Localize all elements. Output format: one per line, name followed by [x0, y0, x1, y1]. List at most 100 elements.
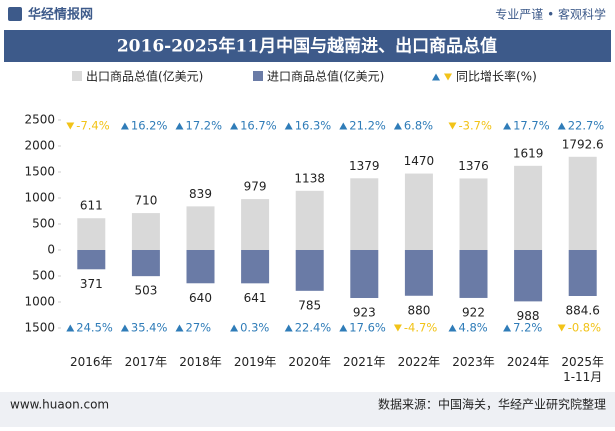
y-tick-label: 500	[32, 269, 55, 283]
growth-label: 16.2%	[131, 119, 168, 133]
bar	[131, 250, 160, 277]
x-tick-label-line: 2025年	[561, 355, 604, 369]
legend-swatch	[253, 71, 263, 81]
growth-label: 16.7%	[240, 119, 277, 133]
x-tick-label-line: 2020年	[288, 355, 331, 369]
growth-arrow	[448, 324, 457, 332]
title-bar	[4, 30, 611, 62]
growth-label: 24.5%	[76, 321, 113, 335]
growth-label: -4.7%	[404, 321, 437, 335]
value-label: 710	[134, 194, 157, 208]
growth-label: -0.8%	[568, 321, 601, 335]
growth-arrow	[284, 122, 293, 130]
x-tick-label-line: 2024年	[507, 355, 550, 369]
x-tick-label-line: 2023年	[452, 355, 495, 369]
x-tick-label: 2019年	[234, 355, 277, 369]
value-label: 641	[244, 291, 267, 305]
bar	[241, 250, 270, 284]
x-tick-label: 2016年	[70, 355, 113, 369]
growth-label: 17.2%	[186, 119, 223, 133]
growth-label: 6.8%	[404, 119, 433, 133]
growth-label: 22.7%	[568, 119, 605, 133]
bar	[350, 250, 379, 298]
bar	[459, 250, 488, 298]
growth-arrow	[503, 324, 512, 332]
x-tick-label-line: 2019年	[234, 355, 277, 369]
value-label: 611	[80, 199, 103, 213]
x-tick-label: 2023年	[452, 355, 495, 369]
growth-label: -7.4%	[76, 119, 109, 133]
growth-label: 21.2%	[349, 119, 386, 133]
growth-arrow	[557, 122, 566, 130]
value-label: 1792.6	[562, 137, 604, 151]
growth-arrow	[503, 122, 512, 130]
footer-bg	[0, 392, 615, 427]
growth-arrow	[393, 324, 402, 332]
value-label: 785	[298, 298, 321, 312]
value-label: 922	[462, 305, 485, 319]
x-tick-label: 2021年	[343, 355, 386, 369]
value-label: 884.6	[566, 303, 600, 317]
footer-url: www.huaon.com	[10, 398, 109, 412]
chart-title: 2016-2025年11月中国与越南进、出口商品总值	[117, 36, 497, 57]
bar	[186, 206, 215, 250]
growth-arrow	[339, 324, 348, 332]
value-label: 1470	[404, 154, 435, 168]
growth-arrow	[230, 324, 239, 332]
growth-label: 17.7%	[513, 119, 550, 133]
slogan: 专业严谨 • 客观科学	[495, 7, 606, 22]
x-tick-label-line: 2021年	[343, 355, 386, 369]
x-tick-label-line: 2022年	[398, 355, 441, 369]
y-tick-label: 1000	[24, 191, 55, 205]
growth-label: -3.7%	[459, 119, 492, 133]
y-tick-label: 2000	[24, 139, 55, 153]
logo	[8, 7, 22, 21]
growth-arrow	[230, 122, 239, 130]
growth-arrow	[175, 324, 184, 332]
growth-label: 35.4%	[131, 321, 168, 335]
x-tick-label: 2022年	[398, 355, 441, 369]
bar	[77, 250, 106, 270]
growth-label: 0.3%	[240, 321, 269, 335]
value-label: 371	[80, 277, 103, 291]
growth-arrow	[120, 324, 129, 332]
x-tick-label: 2018年	[179, 355, 222, 369]
legend-up-icon	[432, 73, 440, 81]
bar	[568, 156, 597, 250]
growth-arrow	[393, 122, 402, 130]
footer-source: 数据来源：中国海关，华经产业研究院整理	[378, 397, 606, 412]
bar	[295, 250, 324, 291]
bar	[514, 250, 543, 302]
value-label: 880	[407, 303, 430, 317]
bar	[295, 190, 324, 250]
bar	[459, 178, 488, 250]
bar	[186, 250, 215, 284]
y-tick-label: 2500	[24, 113, 55, 127]
growth-arrow	[120, 122, 129, 130]
legend-label: 进口商品总值(亿美元)	[267, 69, 384, 84]
legend-label: 出口商品总值(亿美元)	[86, 69, 203, 84]
value-label: 1379	[349, 159, 380, 173]
bar	[404, 250, 433, 296]
legend-down-icon	[444, 73, 452, 81]
brand: 华经情报网	[28, 7, 93, 23]
legend-label: 同比增长率(%)	[456, 69, 537, 84]
value-label: 1138	[294, 171, 325, 185]
y-tick-label: 1500	[24, 165, 55, 179]
bar	[350, 178, 379, 250]
growth-arrow	[557, 324, 566, 332]
y-tick-label: 500	[32, 217, 55, 231]
growth-label: 22.4%	[295, 321, 332, 335]
growth-label: 27%	[186, 321, 212, 335]
x-tick-label: 2024年	[507, 355, 550, 369]
value-label: 839	[189, 187, 212, 201]
growth-label: 16.3%	[295, 119, 332, 133]
value-label: 1619	[513, 146, 544, 160]
growth-arrow	[66, 122, 75, 130]
x-tick-label-line: 2018年	[179, 355, 222, 369]
bar	[131, 213, 160, 250]
growth-arrow	[339, 122, 348, 130]
value-label: 1376	[458, 159, 489, 173]
x-tick-label-line: 1-11月	[563, 370, 602, 384]
